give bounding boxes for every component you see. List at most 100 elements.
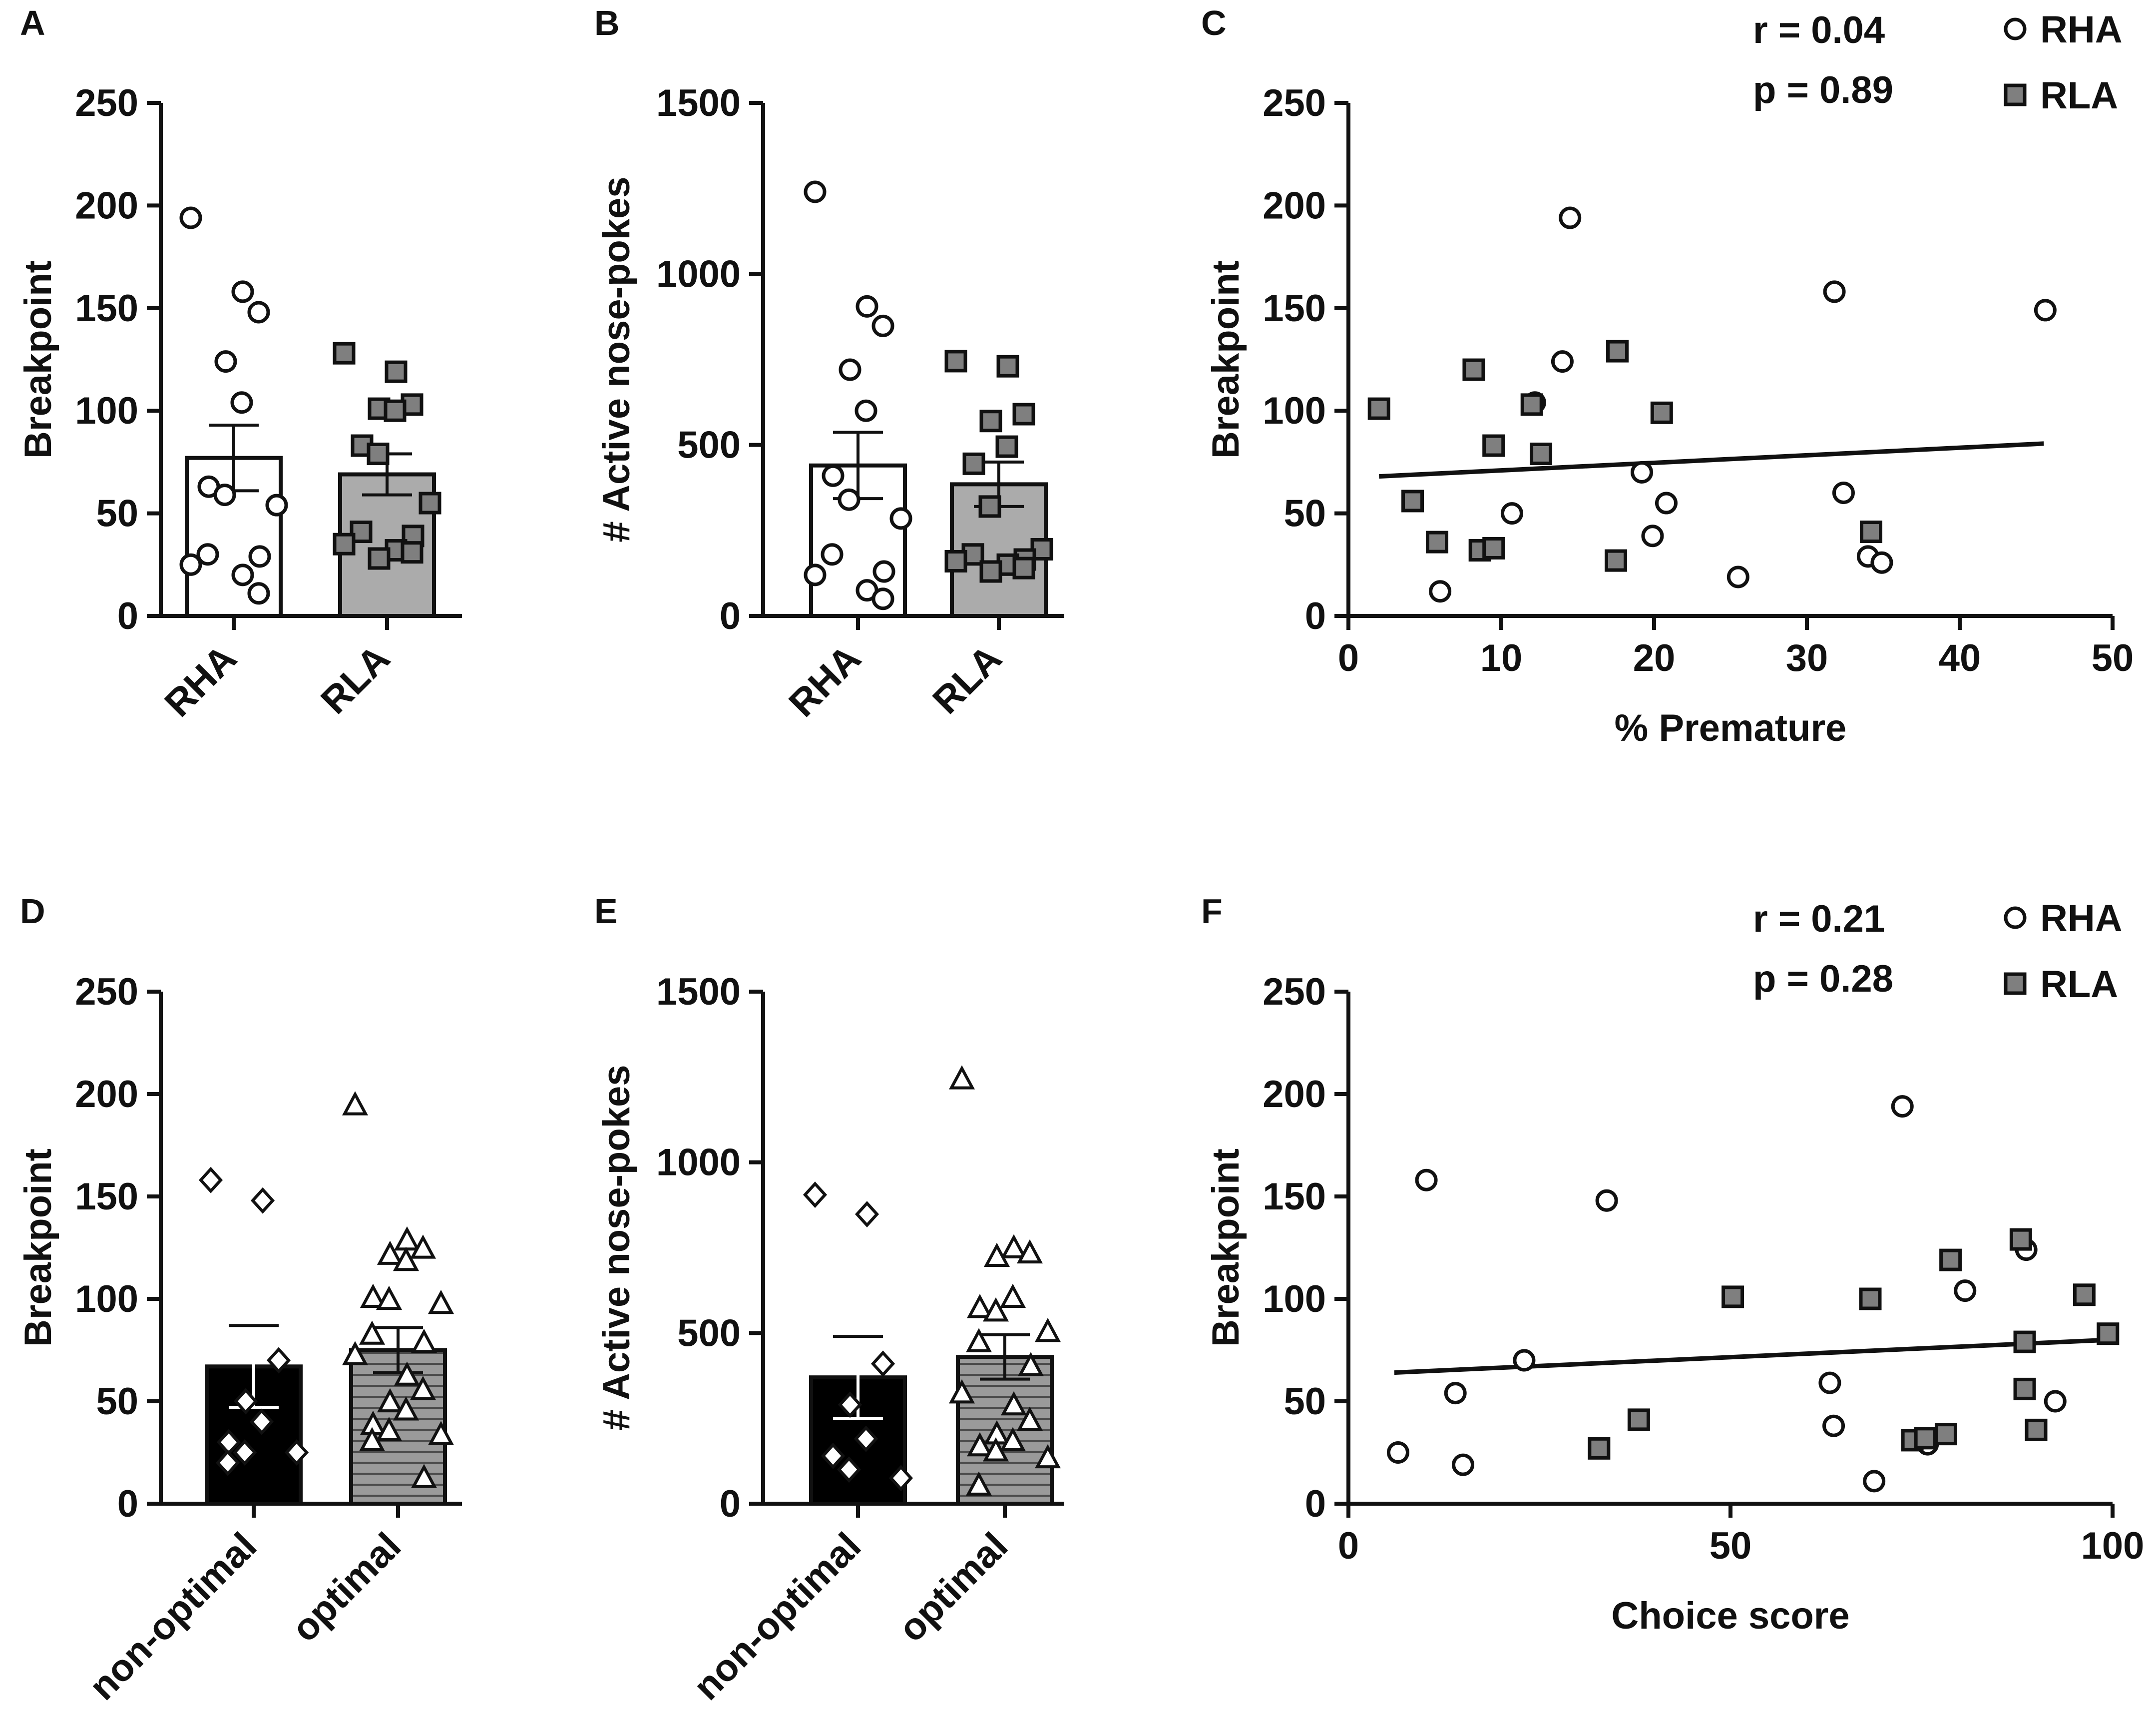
legend-marker-rha [2004,906,2027,929]
data-point [944,350,967,373]
panel-c: C 0 50 100 150 200 250 Breakpoint 0 10 20 30 40 50 % P… [1201,3,2134,749]
data-point-rla [1627,1408,1650,1431]
y-tick-label: 50 [96,1380,138,1423]
data-point [394,1361,421,1386]
data-point-rla [1530,442,1553,465]
legend-marker-rla [2004,83,2027,106]
data-point-rla [1934,1423,1957,1446]
data-point-rha [1551,350,1574,373]
y-axis-title: # Active nose-pokes [595,176,638,542]
data-point [401,541,424,564]
data-point-rha [2034,299,2057,322]
correlation-p: p = 0.89 [1753,69,1893,111]
data-point [179,206,202,229]
data-point-rla [1401,490,1424,513]
x-tick-label: 10 [1480,637,1523,679]
data-point [393,1246,420,1271]
x-tick-label: 0 [1338,1525,1359,1567]
data-point [230,391,253,414]
data-point [804,180,827,203]
data-point-rha [1954,1279,1977,1302]
y-tick-label: 0 [117,1483,138,1525]
y-tick-label: 0 [1305,595,1326,637]
y-axis-title: Breakpoint [1205,1148,1247,1347]
y-tick-label: 150 [1263,287,1326,330]
data-point [394,1226,421,1251]
data-point [376,1417,403,1441]
y-tick-label: 150 [75,287,138,330]
data-point [838,488,861,511]
y-tick-label: 100 [75,390,138,432]
data-point [247,301,270,324]
panel-b: B 0 500 1000 1500 # Active nose-pokes RHA RLA [594,3,1064,725]
data-point [870,1350,895,1377]
data-point [856,295,878,318]
y-tick-label: 100 [1263,390,1326,432]
data-point [978,495,1001,518]
data-point [232,1439,257,1466]
data-point-rha [1513,1349,1536,1372]
y-tick-label: 1000 [656,253,741,295]
data-point [284,1439,309,1466]
data-point [979,410,1002,433]
data-point [410,1376,436,1400]
y-tick-label: 250 [75,82,138,124]
data-point [948,1065,975,1090]
data-point-rha [1822,1414,1845,1437]
data-point [231,280,254,303]
data-point [410,1234,436,1259]
data-point-rla [1588,1437,1611,1460]
data-point [248,545,271,568]
y-tick-label: 200 [1263,184,1326,227]
data-point [428,1289,454,1314]
data-point-rha [1641,525,1664,548]
data-point [1000,1234,1027,1258]
x-tick-label: 30 [1786,637,1828,679]
data-point-rha [1726,566,1749,588]
data-point [889,507,912,530]
data-point [982,1437,1009,1462]
x-category-label: RLA [313,637,398,722]
y-tick-label: 150 [75,1175,138,1218]
x-tick-label: 100 [2081,1525,2145,1567]
data-point [385,360,408,383]
data-point [854,1425,878,1452]
data-point-rha [1655,492,1678,515]
data-point-rha [2044,1390,2067,1413]
y-tick-label: 150 [1263,1175,1326,1218]
data-point [249,1408,274,1435]
y-tick-label: 1000 [656,1142,741,1184]
y-tick-label: 0 [720,1483,741,1525]
data-point-rha [1832,482,1855,505]
correlation-p: p = 0.28 [1753,958,1893,1000]
y-tick-label: 200 [75,184,138,227]
data-point [360,1283,387,1308]
data-point-rha [1559,206,1582,229]
data-point [982,1297,1009,1322]
data-point [965,1328,992,1352]
data-point [999,1283,1026,1308]
y-tick-label: 0 [720,595,741,637]
x-category-label: non-optimal [81,1525,265,1709]
correlation-r: r = 0.04 [1753,9,1885,51]
panel-label: A [20,3,45,42]
data-point-rha [1386,1441,1409,1464]
data-point [948,1379,975,1404]
data-point [996,355,1019,378]
data-point [213,484,236,507]
y-tick-label: 250 [1263,971,1326,1013]
panel-f: F 0 50 100 150 200 250 Breakpoint 0 50 100 Choice s… [1201,892,2144,1637]
data-point-rla [2097,1322,2120,1345]
data-point [995,435,1018,458]
panel-label: E [594,892,618,931]
data-point-rha [1415,1168,1438,1191]
data-point [838,1391,862,1418]
data-point [196,543,219,566]
data-point [250,1187,275,1214]
panel-a: A 0 50 100 150 200 250 Breakpoint RHA RLA [17,3,462,725]
data-point [1034,1318,1061,1342]
data-point [198,1166,223,1193]
data-point [367,442,390,465]
panel-e: E 0 500 1000 1500 # Active nose-pokes non-opti… [594,892,1064,1708]
data-point [359,1320,386,1345]
